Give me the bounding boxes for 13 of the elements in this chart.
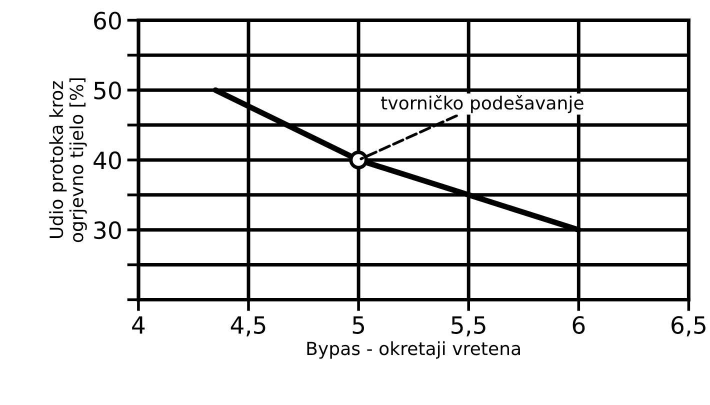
annotation: tvorničko podešavanje xyxy=(381,94,584,114)
x-tick-label: 4,5 xyxy=(230,316,266,336)
y-tick-label: 50 xyxy=(94,82,121,100)
x-tick-label: 4 xyxy=(132,316,145,334)
x-tick-label: 5,5 xyxy=(452,316,486,336)
y-tick-label: 30 xyxy=(94,221,121,240)
x-tick-label: 6 xyxy=(572,316,585,334)
y-tick-label: 40 xyxy=(94,151,121,170)
x-tick-label: 6,5 xyxy=(672,316,706,336)
y-axis-title: Udio protoka kroz ogrjevno tijelo [%] xyxy=(49,78,87,242)
y-tick-label: 60 xyxy=(94,12,121,30)
x-tick-label: 5 xyxy=(352,316,364,334)
x-axis-title: Bypas - okretaji vretena xyxy=(307,341,520,359)
